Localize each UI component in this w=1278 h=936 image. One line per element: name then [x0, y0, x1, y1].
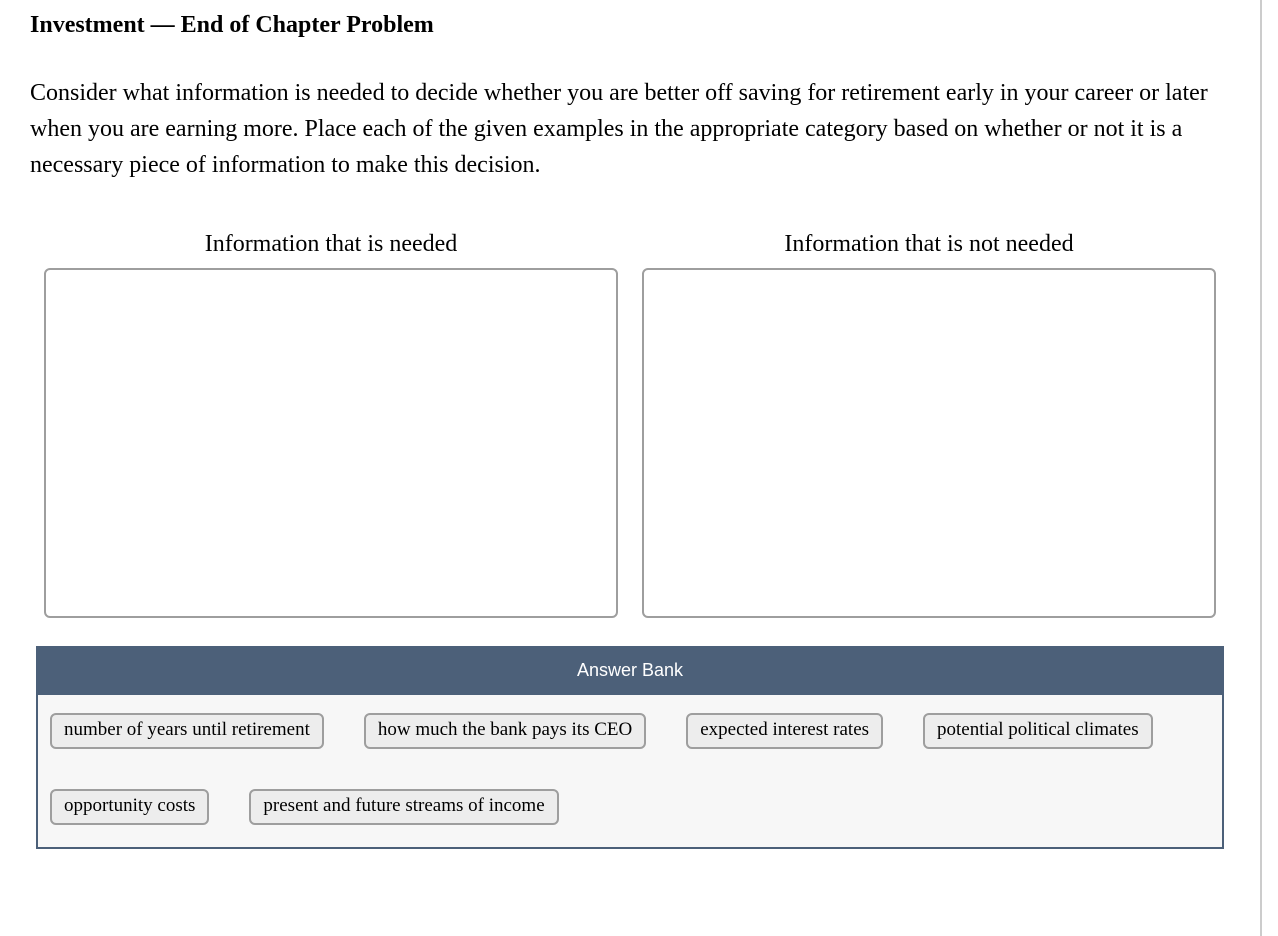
- answer-chip[interactable]: present and future streams of income: [249, 789, 558, 825]
- question-text: Consider what information is needed to d…: [30, 75, 1230, 183]
- category-not-needed-label: Information that is not needed: [642, 231, 1216, 258]
- category-needed: Information that is needed: [44, 231, 618, 618]
- problem-title: Investment — End of Chapter Problem: [30, 12, 1230, 39]
- dropzone-not-needed[interactable]: [642, 268, 1216, 618]
- answer-chip[interactable]: how much the bank pays its CEO: [364, 713, 646, 749]
- answer-chip[interactable]: expected interest rates: [686, 713, 883, 749]
- answer-bank-body: number of years until retirement how muc…: [38, 695, 1222, 847]
- categories-row: Information that is needed Information t…: [30, 231, 1230, 618]
- problem-page: Investment — End of Chapter Problem Cons…: [0, 0, 1262, 936]
- dropzone-needed[interactable]: [44, 268, 618, 618]
- category-not-needed: Information that is not needed: [642, 231, 1216, 618]
- answer-chip[interactable]: potential political climates: [923, 713, 1153, 749]
- category-needed-label: Information that is needed: [44, 231, 618, 258]
- answer-bank: Answer Bank number of years until retire…: [36, 646, 1224, 849]
- answer-chip[interactable]: opportunity costs: [50, 789, 209, 825]
- answer-chip[interactable]: number of years until retirement: [50, 713, 324, 749]
- answer-bank-header: Answer Bank: [38, 646, 1222, 695]
